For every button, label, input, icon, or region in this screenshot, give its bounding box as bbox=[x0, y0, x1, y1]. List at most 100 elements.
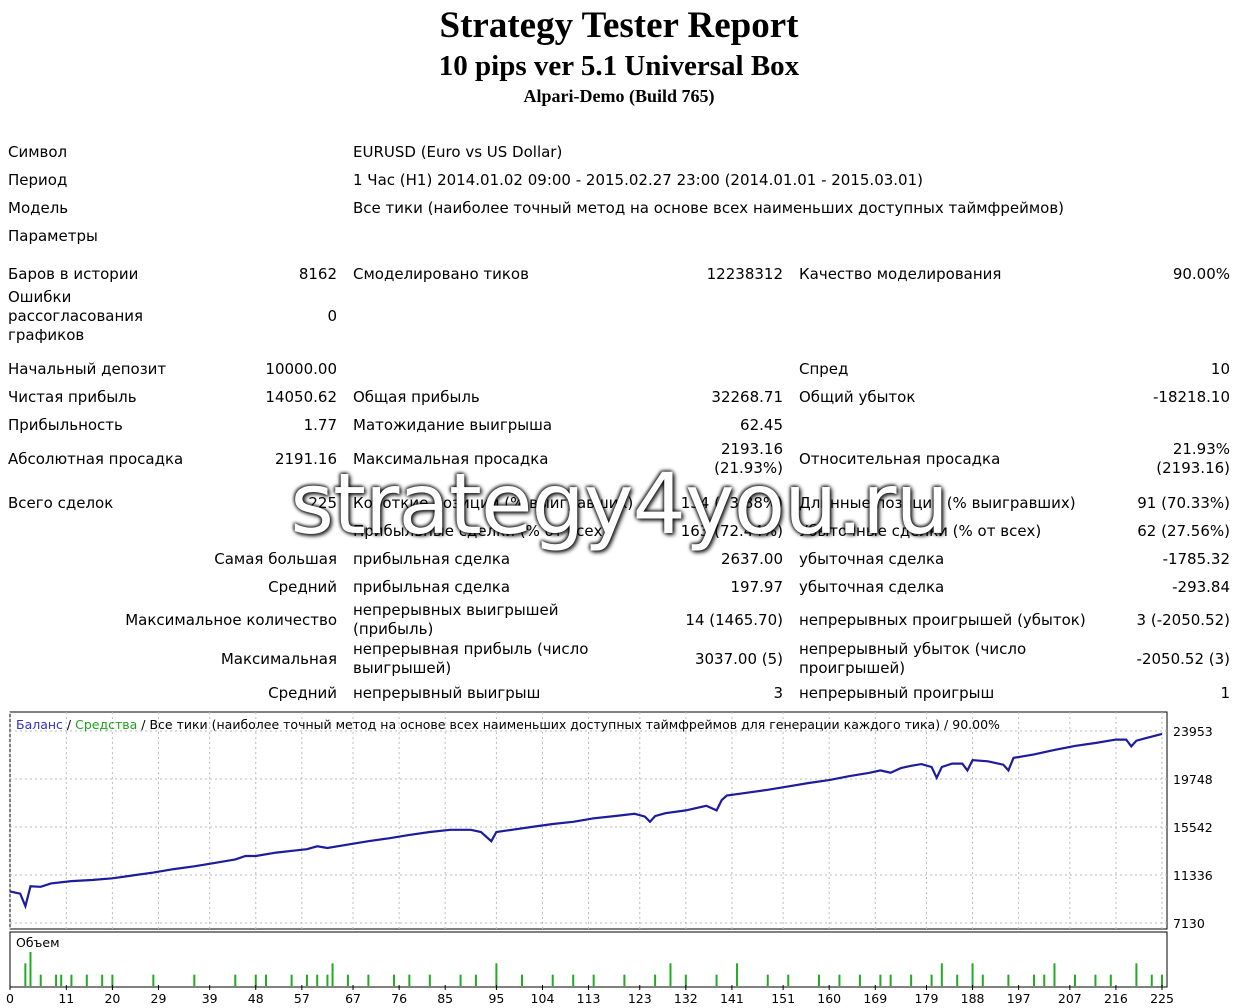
y-tick-label: 15542 bbox=[1173, 820, 1213, 835]
x-tick-label: 104 bbox=[531, 991, 555, 1006]
average-profit-value: 197.97 bbox=[730, 577, 784, 596]
max-consecutive-losses-value: 3 (-2050.52) bbox=[1136, 610, 1231, 629]
period-label: Период bbox=[8, 170, 68, 189]
x-tick-label: 0 bbox=[6, 991, 14, 1006]
params-row: Параметры bbox=[0, 222, 1238, 250]
x-tick-label: 188 bbox=[961, 991, 985, 1006]
model-row: Модель Все тики (наиболее точный метод н… bbox=[0, 194, 1238, 222]
ticks-value: 12238312 bbox=[706, 264, 783, 283]
rel-drawdown-amount: (2193.16) bbox=[1156, 459, 1231, 477]
max-drawdown-label: Максимальная просадка bbox=[353, 449, 549, 468]
x-tick-label: 48 bbox=[248, 991, 264, 1006]
quality-value: 90.00% bbox=[1172, 264, 1231, 283]
gross-profit-label: Общая прибыль bbox=[353, 387, 480, 406]
x-axis-ticks: 0 11 20 29 39 48 57 67 76 85 95 104 113 123 132 141 151 1… bbox=[6, 985, 1174, 1006]
x-tick-label: 141 bbox=[720, 991, 744, 1006]
rel-drawdown-value: 21.93% (2193.16) bbox=[1105, 439, 1238, 479]
max-consecutive-wins-label: непрерывных выигрышей (прибыль) bbox=[353, 601, 559, 638]
x-tick-label: 179 bbox=[915, 991, 939, 1006]
x-tick-label: 95 bbox=[488, 991, 504, 1006]
profit-factor-value: 1.77 bbox=[303, 415, 337, 434]
abs-drawdown-label: Абсолютная просадка bbox=[8, 449, 184, 468]
total-trades-value: 225 bbox=[308, 493, 337, 512]
max-consecutive-label: Максимальное количество bbox=[125, 610, 337, 629]
symbol-label: Символ bbox=[8, 142, 68, 161]
largest-loss-value: -1785.32 bbox=[1162, 549, 1231, 568]
y-tick-label: 19748 bbox=[1173, 772, 1213, 787]
spread-value: 10 bbox=[1210, 359, 1231, 378]
expert-name: 10 pips ver 5.1 Universal Box bbox=[438, 50, 800, 82]
y-tick-label: 11336 bbox=[1173, 868, 1213, 883]
maximal-loss-value: -2050.52 (3) bbox=[1136, 649, 1231, 668]
legend-separator: / bbox=[63, 717, 75, 732]
profit-trades-value: 163 (72.44%) bbox=[680, 521, 783, 540]
gross-loss-value: -18218.10 bbox=[1153, 387, 1231, 406]
server-build: Alpari-Demo (Build 765) bbox=[523, 86, 715, 106]
x-tick-label: 29 bbox=[151, 991, 167, 1006]
long-positions-label: Длинные позиции (% выигравших) bbox=[799, 493, 1076, 512]
x-tick-label: 57 bbox=[294, 991, 310, 1006]
abs-drawdown-value: 2191.16 bbox=[274, 449, 337, 468]
max-consecutive-wins-value: 14 (1465.70) bbox=[685, 610, 783, 629]
profit-factor-row: Прибыльность 1.77 Матожидание выигрыша 6… bbox=[0, 411, 1238, 439]
symbol-value: EURUSD (Euro vs US Dollar) bbox=[353, 142, 563, 161]
max-drawdown-percent: (21.93%) bbox=[714, 459, 783, 477]
x-tick-label: 20 bbox=[104, 991, 120, 1006]
x-tick-label: 197 bbox=[1007, 991, 1031, 1006]
gross-loss-label: Общий убыток bbox=[799, 387, 916, 406]
total-trades-label: Всего сделок bbox=[8, 493, 114, 512]
legend-description: / Все тики (наиболее точный метод на осн… bbox=[137, 717, 1000, 732]
symbol-row: Символ EURUSD (Euro vs US Dollar) bbox=[0, 138, 1238, 166]
average-consecutive-row: Средний непрерывный выигрыш 3 непрерывны… bbox=[0, 679, 1238, 707]
largest-profit-label: прибыльная сделка bbox=[353, 549, 511, 568]
average-consecutive-losses-value: 1 bbox=[1220, 683, 1231, 702]
long-positions-value: 91 (70.33%) bbox=[1137, 493, 1231, 512]
period-value: 1 Час (H1) 2014.01.02 09:00 - 2015.02.27… bbox=[353, 170, 923, 189]
maximal-profit-label: непрерывная прибыль (число выигрышей) bbox=[353, 640, 589, 677]
quality-label: Качество моделирования bbox=[799, 264, 1002, 283]
model-value: Все тики (наиболее точный метод на основ… bbox=[353, 198, 1065, 217]
average-loss-label: убыточная сделка bbox=[799, 577, 945, 596]
x-tick-label: 151 bbox=[771, 991, 795, 1006]
mismatch-row: Ошибки рассогласования графиков 0 bbox=[0, 288, 1238, 345]
x-tick-label: 216 bbox=[1104, 991, 1128, 1006]
net-profit-row: Чистая прибыль 14050.62 Общая прибыль 32… bbox=[0, 383, 1238, 411]
max-drawdown-value: 2193.16 (21.93%) bbox=[648, 439, 791, 479]
average-consecutive-losses-label: непрерывный проигрыш bbox=[799, 683, 995, 702]
ticks-label: Смоделировано тиков bbox=[353, 264, 529, 283]
average-row: Средний прибыльная сделка 197.97 убыточн… bbox=[0, 573, 1238, 601]
gross-profit-value: 32268.71 bbox=[711, 387, 783, 406]
y-tick-label: 23953 bbox=[1173, 724, 1213, 739]
max-consecutive-losses-label: непрерывных проигрышей (убыток) bbox=[799, 610, 1086, 629]
chart-plot-frame bbox=[9, 711, 1168, 930]
x-tick-label: 160 bbox=[817, 991, 841, 1006]
profit-factor-label: Прибыльность bbox=[8, 415, 123, 434]
bars-row: Баров в истории 8162 Смоделировано тиков… bbox=[0, 260, 1238, 288]
x-tick-label: 11 bbox=[58, 991, 74, 1006]
max-consecutive-row: Максимальное количество непрерывных выиг… bbox=[0, 601, 1238, 639]
loss-trades-value: 62 (27.56%) bbox=[1137, 521, 1231, 540]
x-tick-label: 207 bbox=[1058, 991, 1082, 1006]
maximal-row: Максимальная непрерывная прибыль (число … bbox=[0, 639, 1238, 679]
bars-value: 8162 bbox=[298, 264, 337, 283]
x-tick-label: 67 bbox=[345, 991, 361, 1006]
spread-label: Спред bbox=[799, 359, 849, 378]
deposit-row: Начальный депозит 10000.00 Спред 10 bbox=[0, 355, 1238, 383]
maximal-loss-label: непрерывный убыток (число проигрышей) bbox=[799, 640, 1027, 677]
expected-payoff-label: Матожидание выигрыша bbox=[353, 415, 553, 434]
total-trades-row: Всего сделок 225 Короткие позиции (% выи… bbox=[0, 489, 1238, 517]
net-profit-value: 14050.62 bbox=[265, 387, 337, 406]
legend-equity: Средства bbox=[75, 717, 137, 732]
x-tick-label: 132 bbox=[674, 991, 698, 1006]
period-row: Период 1 Час (H1) 2014.01.02 09:00 - 201… bbox=[0, 166, 1238, 194]
average-consecutive-wins-label: непрерывный выигрыш bbox=[353, 683, 541, 702]
x-tick-label: 39 bbox=[202, 991, 218, 1006]
balance-line bbox=[9, 732, 1163, 910]
volume-bars bbox=[24, 952, 1163, 986]
short-positions-value: 134 (73.88%) bbox=[680, 493, 783, 512]
mismatch-value: 0 bbox=[327, 307, 337, 325]
deposit-label: Начальный депозит bbox=[8, 359, 167, 378]
y-tick-label: 7130 bbox=[1173, 916, 1205, 931]
stats-table: Символ EURUSD (Euro vs US Dollar) Период… bbox=[0, 138, 1238, 707]
net-profit-label: Чистая прибыль bbox=[8, 387, 137, 406]
